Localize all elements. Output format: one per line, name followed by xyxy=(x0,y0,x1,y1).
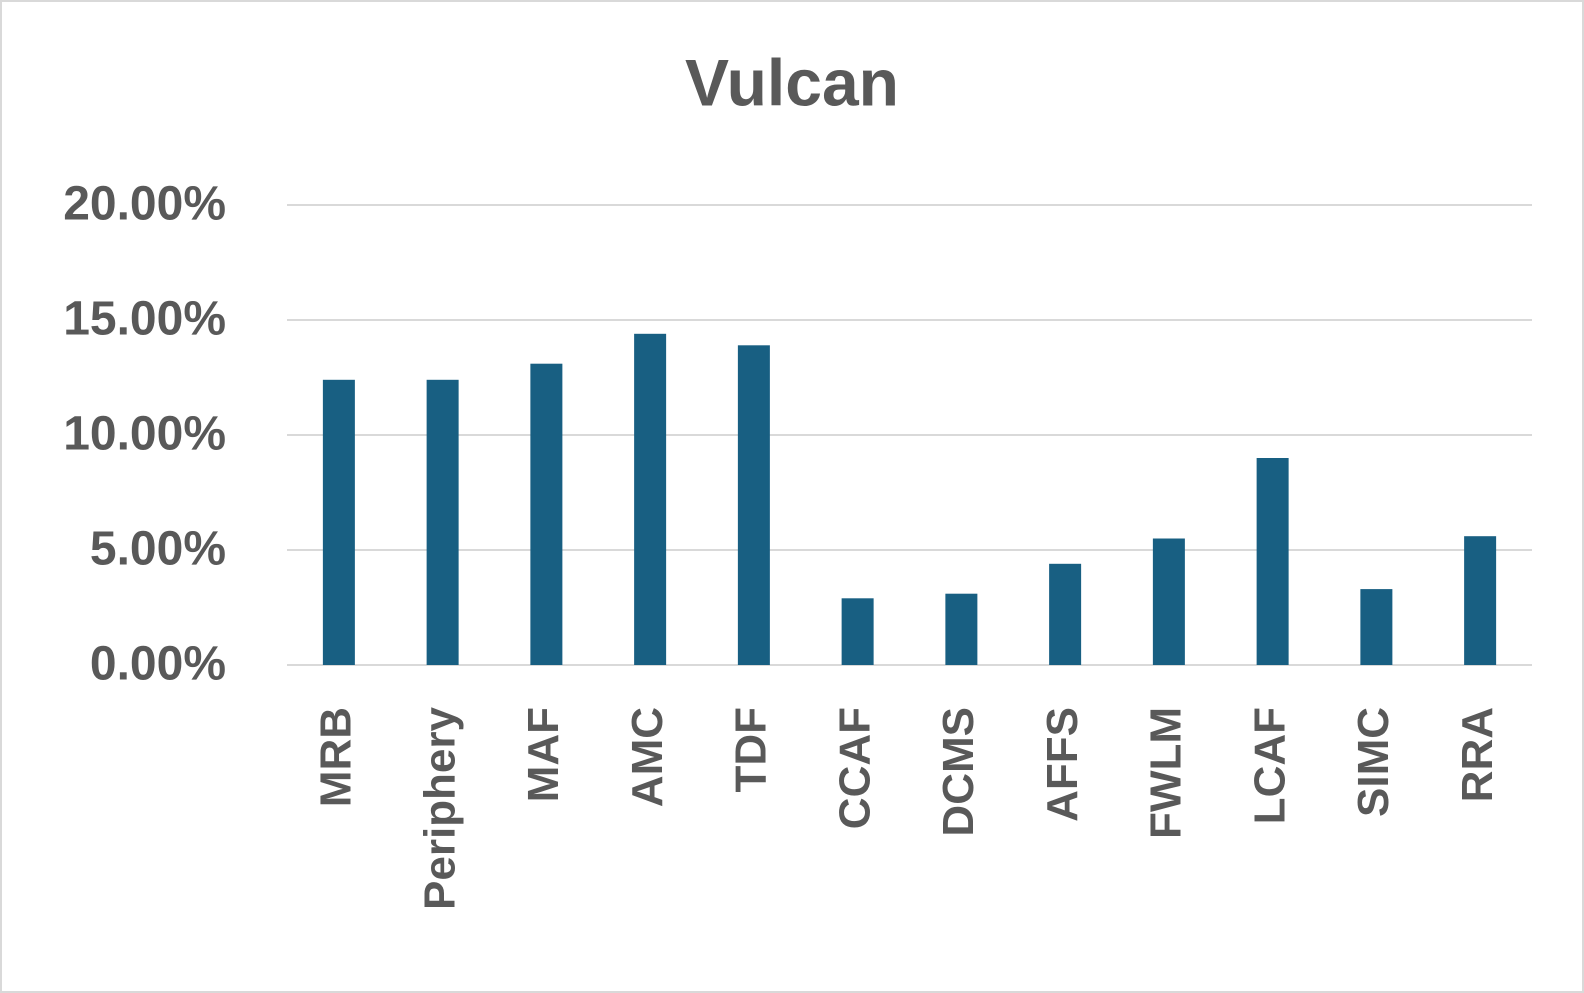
y-tick-label: 0.00% xyxy=(90,638,226,691)
y-tick-label: 5.00% xyxy=(90,523,226,576)
y-tick-label: 15.00% xyxy=(63,293,226,346)
x-tick-label: Periphery xyxy=(415,706,464,910)
x-tick-label: TDF xyxy=(727,707,776,793)
y-tick-label: 20.00% xyxy=(63,178,226,231)
x-tick-label: MAF xyxy=(519,707,568,802)
bar xyxy=(737,345,770,665)
bar xyxy=(530,363,563,665)
y-tick-label: 10.00% xyxy=(63,408,226,461)
chart-title: Vulcan xyxy=(685,45,899,119)
x-tick-label: SIMC xyxy=(1349,707,1398,817)
x-tick-label: FWLM xyxy=(1142,707,1191,839)
bar xyxy=(945,593,978,665)
bar xyxy=(1464,536,1497,665)
bar xyxy=(634,333,667,665)
bar xyxy=(1256,458,1289,665)
bar xyxy=(1360,589,1393,665)
x-tick-label: MRB xyxy=(312,707,361,807)
x-tick-label: DCMS xyxy=(934,707,983,837)
x-tick-label: RRA xyxy=(1453,707,1502,802)
bar xyxy=(1152,538,1185,665)
bar xyxy=(841,598,874,665)
x-tick-label: CCAF xyxy=(830,707,879,829)
bar xyxy=(1049,563,1082,665)
x-tick-label: AMC xyxy=(623,707,672,807)
bar xyxy=(322,379,355,665)
bar xyxy=(426,379,459,665)
x-tick-label: LCAF xyxy=(1245,707,1294,824)
x-tick-label: AFFS xyxy=(1038,707,1087,822)
